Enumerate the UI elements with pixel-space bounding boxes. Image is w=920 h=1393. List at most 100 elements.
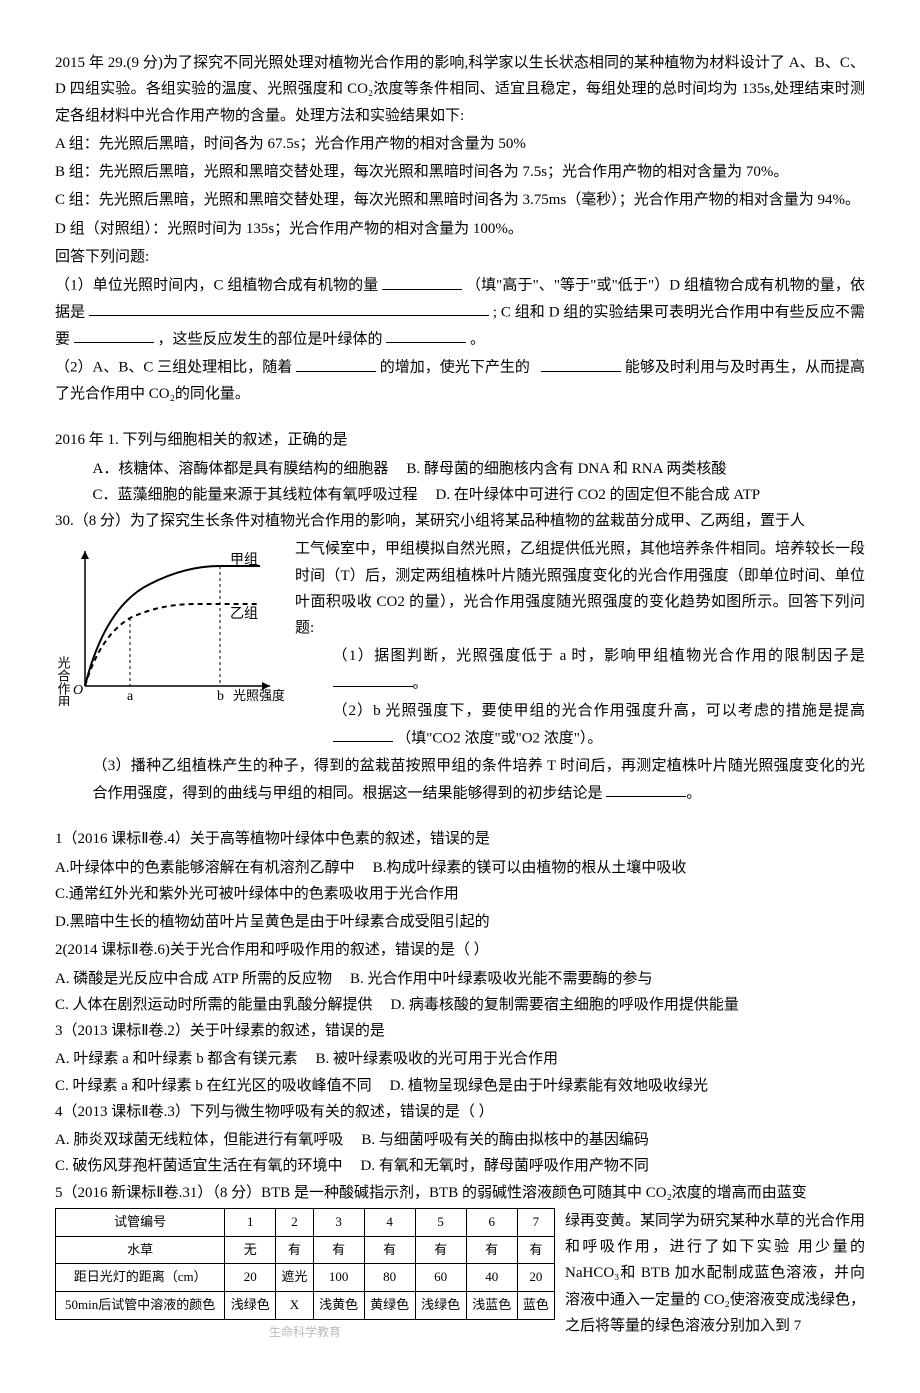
td: 浅绿色 (415, 1292, 466, 1320)
opt-a: A.叶绿体中的色素能够溶解在有机溶剂乙醇中 (55, 855, 355, 881)
th: 7 (517, 1208, 554, 1236)
td: X (276, 1292, 313, 1320)
q30-sub2-a: （2）b 光照强度下，要使甲组的光合作用强度升高，可以考虑的措施是提高 (333, 703, 866, 719)
opt-c: C. 破伤风芽孢杆菌适宜生活在有氧的环境中 (55, 1153, 343, 1179)
td: 蓝色 (517, 1292, 554, 1320)
td: 50min后试管中溶液的颜色 (56, 1292, 225, 1320)
td: 有 (517, 1236, 554, 1264)
q2015-sub1-a: （1）单位光照时间内，C 组植物合成有机物的量 (55, 278, 378, 294)
blank (386, 326, 466, 344)
blank (74, 326, 154, 344)
table-row: 50min后试管中溶液的颜色 浅绿色 X 浅黄色 黄绿色 浅绿色 浅蓝色 蓝色 (56, 1292, 555, 1320)
td: 浅绿色 (225, 1292, 276, 1320)
q2015-group-c: C 组：先光照后黑暗，光照和黑暗交替处理，每次光照和黑暗时间各为 3.75ms（… (55, 187, 865, 213)
td: 遮光 (276, 1264, 313, 1292)
b2q5-stem: 5（2016 新课标Ⅱ卷.31）（8 分）BTB 是一种酸碱指示剂，BTB 的弱… (55, 1180, 865, 1206)
opt-d: D. 在叶绿体中可进行 CO2 的固定但不能合成 ATP (436, 482, 761, 508)
td: 浅蓝色 (466, 1292, 517, 1320)
b2q2-stem: 2(2014 课标Ⅱ卷.6)关于光合作用和呼吸作用的叙述，错误的是（ ） (55, 937, 865, 963)
b2q3-row2: C. 叶绿素 a 和叶绿素 b 在红光区的吸收峰值不同 D. 植物呈现绿色是由于… (55, 1073, 865, 1099)
opt-c: C. 叶绿素 a 和叶绿素 b 在红光区的吸收峰值不同 (55, 1073, 372, 1099)
table-row: 距日光灯的距离（cm） 20 遮光 100 80 60 40 20 (56, 1264, 555, 1292)
q2016-1-stem: 2016 年 1. 下列与细胞相关的叙述，正确的是 (55, 427, 865, 453)
b2q3-stem: 3（2013 课标Ⅱ卷.2）关于叶绿素的叙述，错误的是 (55, 1018, 865, 1044)
q30-sub3-a: （3）播种乙组植株产生的种子，得到的盆栽苗按照甲组的条件培养 T 时间后，再测定… (93, 758, 866, 801)
td: 100 (313, 1264, 364, 1292)
q2015-group-d: D 组（对照组）：光照时间为 135s；光合作用产物的相对含量为 100%。 (55, 216, 865, 242)
td: 有 (466, 1236, 517, 1264)
blank (382, 272, 462, 290)
b2q3-row1: A. 叶绿素 a 和叶绿素 b 都含有镁元素 B. 被叶绿素吸收的光可用于光合作… (55, 1046, 865, 1072)
opt-d: D.黑暗中生长的植物幼苗叶片呈黄色是由于叶绿素合成受阻引起的 (55, 909, 865, 935)
q2015-intro: 2015 年 29.(9 分)为了探究不同光照处理对植物光合作用的影响,科学家以… (55, 50, 865, 129)
td: 60 (415, 1264, 466, 1292)
opt-d: D. 植物呈现绿色是由于叶绿素能有效地吸收绿光 (390, 1073, 708, 1099)
td: 40 (466, 1264, 517, 1292)
td: 80 (364, 1264, 415, 1292)
q2015-group-b: B 组：先光照后黑暗，光照和黑暗交替处理，每次光照和黑暗时间各为 7.5s；光合… (55, 159, 865, 185)
q30-figure-block: O a b 甲组 乙组 光照强度 光合作用强度 工气候室中，甲组模拟自然光照，乙… (55, 536, 865, 753)
blank (89, 299, 489, 317)
q2015-sub2-a: （2）A、B、C 三组处理相比，随着 (55, 360, 292, 376)
th: 试管编号 (56, 1208, 225, 1236)
td: 有 (415, 1236, 466, 1264)
td: 20 (517, 1264, 554, 1292)
watermark: 生命科学教育 (55, 1322, 555, 1343)
series2-label: 乙组 (230, 606, 258, 622)
blank (606, 780, 686, 798)
opt-b: B. 被叶绿素吸收的光可用于光合作用 (316, 1046, 559, 1072)
series1-label: 甲组 (230, 552, 258, 568)
td: 有 (364, 1236, 415, 1264)
th: 2 (276, 1208, 313, 1236)
opt-c: C.通常红外光和紫外光可被叶绿体中的色素吸收用于光合作用 (55, 881, 865, 907)
opt-a: A. 叶绿素 a 和叶绿素 b 都含有镁元素 (55, 1046, 298, 1072)
blank (541, 354, 621, 372)
td: 浅黄色 (313, 1292, 364, 1320)
td: 距日光灯的距离（cm） (56, 1264, 225, 1292)
opt-b: B.构成叶绿素的镁可以由植物的根从土壤中吸收 (373, 855, 687, 881)
b2q1-stem: 1（2016 课标Ⅱ卷.4）关于高等植物叶绿体中色素的叙述，错误的是 (55, 826, 865, 852)
blank (333, 725, 393, 743)
b2q4-row2: C. 破伤风芽孢杆菌适宜生活在有氧的环境中 D. 有氧和无氧时，酵母菌呼吸作用产… (55, 1153, 865, 1179)
q30-sub3: （3）播种乙组植株产生的种子，得到的盆栽苗按照甲组的条件培养 T 时间后，再测定… (55, 753, 865, 806)
td: 有 (276, 1236, 313, 1264)
td: 无 (225, 1236, 276, 1264)
q2015-period: 。 (470, 331, 485, 347)
q2015-group-a: A 组：先光照后黑暗，时间各为 67.5s；光合作用产物的相对含量为 50% (55, 131, 865, 157)
opt-a: A. 肺炎双球菌无线粒体，但能进行有氧呼吸 (55, 1127, 343, 1153)
q2015-sub1: （1）单位光照时间内，C 组植物合成有机物的量 （填"高于"、"等于"或"低于"… (55, 272, 865, 352)
q30-stem: 30.（8 分）为了探究生长条件对植物光合作用的影响，某研究小组将某品种植物的盆… (55, 508, 865, 534)
q2015-sub2-b: 的增加，使光下产生的 (380, 360, 530, 376)
b2q2-row2: C. 人体在剧烈运动时所需的能量由乳酸分解提供 D. 病毒核酸的复制需要宿主细胞… (55, 992, 865, 1018)
opt-d: D. 有氧和无氧时，酵母菌呼吸作用产物不同 (361, 1153, 649, 1179)
td: 20 (225, 1264, 276, 1292)
opt-b: B. 光合作用中叶绿素吸收光能不需要酶的参与 (350, 966, 653, 992)
svg-text:O: O (73, 683, 83, 698)
blank (333, 670, 413, 688)
b2q2-row1: A. 磷酸是光反应中合成 ATP 所需的反应物 B. 光合作用中叶绿素吸收光能不… (55, 966, 865, 992)
opt-b: B. 与细菌呼吸有关的酶由拟核中的基因编码 (361, 1127, 649, 1153)
b2q1-row1: A.叶绿体中的色素能够溶解在有机溶剂乙醇中 B.构成叶绿素的镁可以由植物的根从土… (55, 855, 865, 881)
opt-b: B. 酵母菌的细胞核内含有 DNA 和 RNA 两类核酸 (406, 456, 726, 482)
q5-table: 试管编号 1 2 3 4 5 6 7 水草 无 有 有 有 有 有 有 距日光灯… (55, 1208, 555, 1320)
q2015-answer-label: 回答下列问题: (55, 244, 865, 270)
td: 有 (313, 1236, 364, 1264)
xtick-a: a (127, 689, 134, 704)
q30-figure: O a b 甲组 乙组 光照强度 光合作用强度 (55, 536, 285, 715)
q5-side-text: 绿再变黄。某同学为研究某种水草的光合作用和呼吸作用，进行了如下实验 用少量的 N… (565, 1208, 865, 1339)
q30-sub1-a: （1）据图判断，光照强度低于 a 时，影响甲组植物光合作用的限制因子是 (333, 648, 866, 664)
opt-a: A. 磷酸是光反应中合成 ATP 所需的反应物 (55, 966, 332, 992)
q2015-sub1-d: ，这些反应发生的部位是叶绿体的 (158, 331, 383, 347)
td: 黄绿色 (364, 1292, 415, 1320)
td: 水草 (56, 1236, 225, 1264)
table-header-row: 试管编号 1 2 3 4 5 6 7 (56, 1208, 555, 1236)
opt-a: A．核糖体、溶酶体都是具有膜结构的细胞器 (93, 456, 389, 482)
blank (296, 354, 376, 372)
opt-d: D. 病毒核酸的复制需要宿主细胞的呼吸作用提供能量 (391, 992, 739, 1018)
ylabel: 光合作用强度 (56, 656, 71, 706)
th: 1 (225, 1208, 276, 1236)
q30-cont: 工气候室中，甲组模拟自然光照，乙组提供低光照，其他培养条件相同。培养较长一段时间… (295, 536, 865, 641)
table-row: 水草 无 有 有 有 有 有 有 (56, 1236, 555, 1264)
xlabel: 光照强度 (233, 688, 285, 703)
q2015-sub2: （2）A、B、C 三组处理相比，随着 的增加，使光下产生的 能够及时利用与及时再… (55, 354, 865, 407)
